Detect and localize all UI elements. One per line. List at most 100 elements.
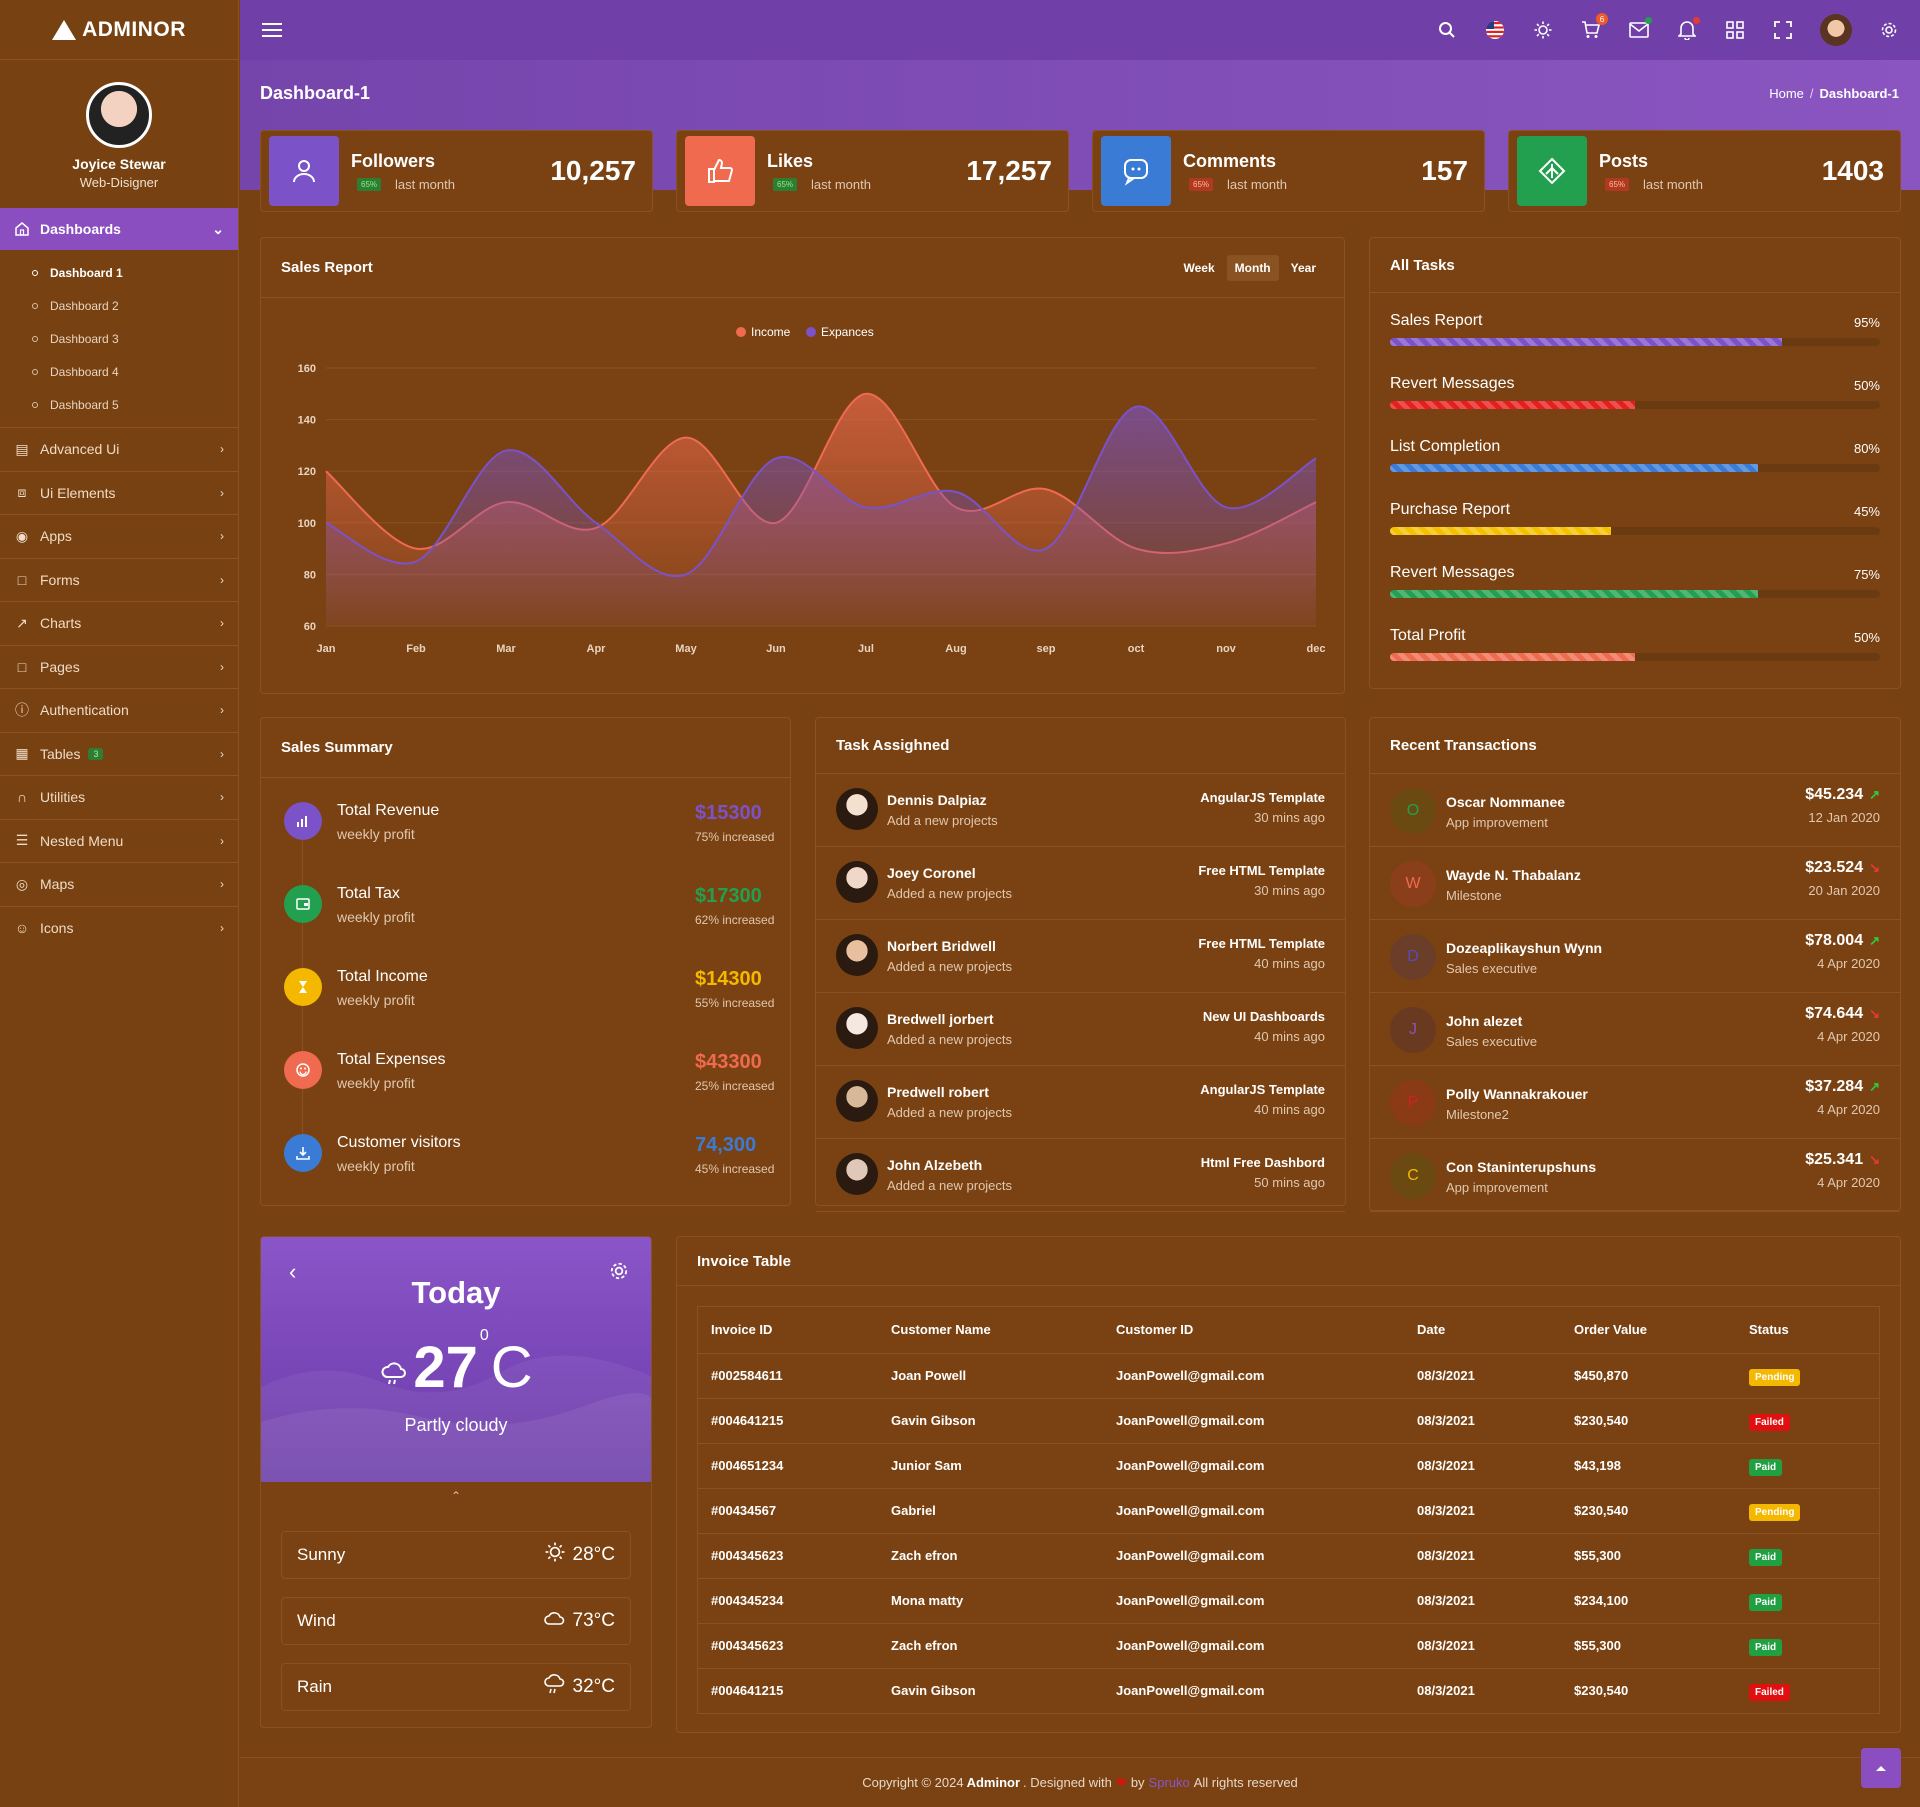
us-flag-icon[interactable] bbox=[1484, 19, 1506, 41]
apps-grid-icon[interactable] bbox=[1724, 19, 1746, 41]
chevron-right-icon: › bbox=[220, 703, 224, 718]
hourglass-icon bbox=[284, 968, 322, 1006]
sidebar-subitem[interactable]: Dashboard 1 bbox=[0, 256, 238, 289]
table-row[interactable]: #002584611 Joan Powell JoanPowell@gmail.co… bbox=[698, 1353, 1879, 1399]
table-row[interactable]: #004345623 Zach efron JoanPowell@gmail.com… bbox=[698, 1533, 1879, 1579]
author-link[interactable]: Spruko bbox=[1148, 1775, 1190, 1790]
column-header[interactable]: Status bbox=[1736, 1307, 1879, 1354]
avatar bbox=[836, 1007, 878, 1049]
sidebar-item-tables[interactable]: ▦ Tables 3 › bbox=[0, 731, 238, 776]
list-item[interactable]: C Con Staninterupshuns App improvement $25.… bbox=[1370, 1139, 1900, 1212]
menu-toggle-icon[interactable] bbox=[262, 19, 282, 41]
list-item[interactable]: O Oscar Nommanee App improvement $45.234 ↗ 12… bbox=[1370, 774, 1900, 847]
page-icon: □ bbox=[17, 658, 27, 675]
tab-week[interactable]: Week bbox=[1183, 260, 1215, 275]
profile-role: Web-Disigner bbox=[79, 175, 159, 190]
list-item[interactable]: John Alzebeth Added a new projects Html Fr… bbox=[816, 1139, 1345, 1212]
cart-icon[interactable]: 6 bbox=[1580, 13, 1608, 41]
task-item: Revert Messages 50% bbox=[1370, 356, 1900, 419]
sidebar-item-authentication[interactable]: ⓘ Authentication › bbox=[0, 688, 238, 732]
chevron-right-icon: › bbox=[220, 616, 224, 631]
list-item[interactable]: J John alezet Sales executive $74.644 ↘ 4 Apr… bbox=[1370, 993, 1900, 1066]
sidebar-item-pages[interactable]: □ Pages › bbox=[0, 644, 238, 689]
table-row[interactable]: #00434567 Gabriel JoanPowell@gmail.com 08/3… bbox=[698, 1488, 1879, 1534]
user-avatar[interactable] bbox=[1820, 14, 1852, 46]
sidebar-subitem[interactable]: Dashboard 3 bbox=[0, 322, 238, 355]
sidebar-item-nested-menu[interactable]: ☰ Nested Menu › bbox=[0, 818, 238, 863]
sidebar-item-utilities[interactable]: ∩ Utilities › bbox=[0, 775, 238, 819]
table-icon: ▦ bbox=[15, 745, 29, 762]
cell-cid: JoanPowell@gmail.com bbox=[1103, 1488, 1404, 1534]
column-header[interactable]: Order Value bbox=[1561, 1307, 1736, 1354]
tab-year[interactable]: Year bbox=[1290, 260, 1316, 275]
legend-label[interactable]: Expances bbox=[821, 325, 874, 339]
table-row[interactable]: #004651234 Junior Sam JoanPowell@gmail.com… bbox=[698, 1443, 1879, 1489]
avatar-initial: C bbox=[1390, 1153, 1436, 1199]
sidebar-item-charts[interactable]: ↗ Charts › bbox=[0, 601, 238, 645]
column-header[interactable]: Date bbox=[1404, 1307, 1561, 1354]
list-item[interactable]: Bredwell jorbert Added a new projects New … bbox=[816, 993, 1345, 1066]
avatar bbox=[836, 788, 878, 830]
chat-icon bbox=[1101, 136, 1171, 206]
cell-date: 08/3/2021 bbox=[1404, 1488, 1561, 1534]
chevron-right-icon: › bbox=[220, 572, 224, 587]
sidebar-subitem[interactable]: Dashboard 4 bbox=[0, 355, 238, 388]
sidebar-item-maps[interactable]: ◎ Maps › bbox=[0, 862, 238, 906]
footer: Copyright © 2024 Adminor . Designed with… bbox=[240, 1757, 1920, 1807]
table-row[interactable]: #004345234 Mona matty JoanPowell@gmail.com… bbox=[698, 1578, 1879, 1624]
stat-value: 1403 bbox=[1821, 155, 1884, 186]
y-tick-label: 80 bbox=[304, 569, 316, 581]
list-item[interactable]: Joey Coronel Added a new projects Free HTM… bbox=[816, 847, 1345, 920]
invoice-card: Invoice Table Invoice ID Customer Name Cus… bbox=[676, 1236, 1901, 1733]
send-icon bbox=[1517, 136, 1587, 206]
search-icon[interactable] bbox=[1436, 19, 1458, 41]
cell-name: Gavin Gibson bbox=[878, 1668, 1103, 1714]
sidebar-item-forms[interactable]: □ Forms › bbox=[0, 557, 238, 602]
stat-card-comments: Comments 65% last month 157 bbox=[1092, 130, 1485, 212]
table-row[interactable]: #004641215 Gavin Gibson JoanPowell@gmail.c… bbox=[698, 1668, 1879, 1714]
chevron-left-icon[interactable]: ‹ bbox=[289, 1259, 297, 1284]
cell-value: $230,540 bbox=[1561, 1398, 1736, 1444]
table-row[interactable]: #004345623 Zach efron JoanPowell@gmail.com… bbox=[698, 1623, 1879, 1669]
arrow-down-icon: ↘ bbox=[1869, 1006, 1880, 1021]
settings-gear-icon[interactable] bbox=[1878, 19, 1900, 41]
back-to-top-button[interactable] bbox=[1861, 1748, 1901, 1788]
tab-month[interactable]: Month bbox=[1226, 254, 1279, 281]
sidebar-item-dashboards[interactable]: Dashboards ⌄ bbox=[0, 208, 238, 250]
list-item[interactable]: P Polly Wannakrakouer Milestone2 $37.284 ↗ 4 … bbox=[1370, 1066, 1900, 1139]
list-item[interactable]: D Dozeaplikayshun Wynn Sales executive $78.… bbox=[1370, 920, 1900, 993]
brand-logo[interactable]: ADMINOR bbox=[0, 0, 238, 60]
chevron-up-icon[interactable]: ⌃ bbox=[450, 1489, 462, 1503]
x-tick-label: Feb bbox=[406, 643, 426, 655]
list-item[interactable]: Predwell robert Added a new projects Angul… bbox=[816, 1066, 1345, 1139]
sidebar-item-apps[interactable]: ◉ Apps › bbox=[0, 514, 238, 558]
sidebar-subitem[interactable]: Dashboard 2 bbox=[0, 289, 238, 322]
column-header[interactable]: Customer ID bbox=[1103, 1307, 1404, 1354]
breadcrumb-home[interactable]: Home bbox=[1769, 86, 1804, 101]
weather-description: Partly cloudy bbox=[404, 1415, 508, 1435]
column-header[interactable]: Invoice ID bbox=[698, 1307, 878, 1354]
table-row[interactable]: #004641215 Gavin Gibson JoanPowell@gmail.c… bbox=[698, 1398, 1879, 1444]
weather-settings-icon[interactable] bbox=[609, 1261, 629, 1281]
mail-icon[interactable] bbox=[1628, 17, 1652, 41]
chevron-right-icon: › bbox=[220, 529, 224, 544]
stat-title: Comments bbox=[1183, 150, 1277, 171]
column-header[interactable]: Customer Name bbox=[878, 1307, 1103, 1354]
sidebar-item-advanced-ui[interactable]: ▤ Advanced Ui › bbox=[0, 427, 238, 471]
period-tabs: Week Month Year bbox=[1176, 254, 1324, 281]
breadcrumb-current: Dashboard-1 bbox=[1819, 86, 1899, 101]
footer-brand[interactable]: Adminor bbox=[966, 1775, 1021, 1790]
list-item[interactable]: W Wayde N. Thabalanz Milestone $23.524 ↘ 20 J… bbox=[1370, 847, 1900, 920]
fullscreen-icon[interactable] bbox=[1772, 19, 1794, 41]
cell-date: 08/3/2021 bbox=[1404, 1398, 1561, 1444]
list-item[interactable]: Norbert Bridwell Added a new projects Free… bbox=[816, 920, 1345, 993]
theme-sun-icon[interactable] bbox=[1532, 19, 1554, 41]
sidebar-item-icons[interactable]: ☺ Icons › bbox=[0, 905, 238, 950]
bell-icon[interactable] bbox=[1676, 17, 1700, 41]
legend-label[interactable]: Income bbox=[751, 325, 791, 339]
avatar[interactable] bbox=[86, 82, 152, 148]
cell-value: $450,870 bbox=[1561, 1353, 1736, 1399]
list-item[interactable]: Dennis Dalpiaz Add a new projects AngularJ… bbox=[816, 774, 1345, 847]
sidebar-subitem[interactable]: Dashboard 5 bbox=[0, 388, 238, 421]
sidebar-item-ui-elements[interactable]: ⧈ Ui Elements › bbox=[0, 470, 238, 515]
